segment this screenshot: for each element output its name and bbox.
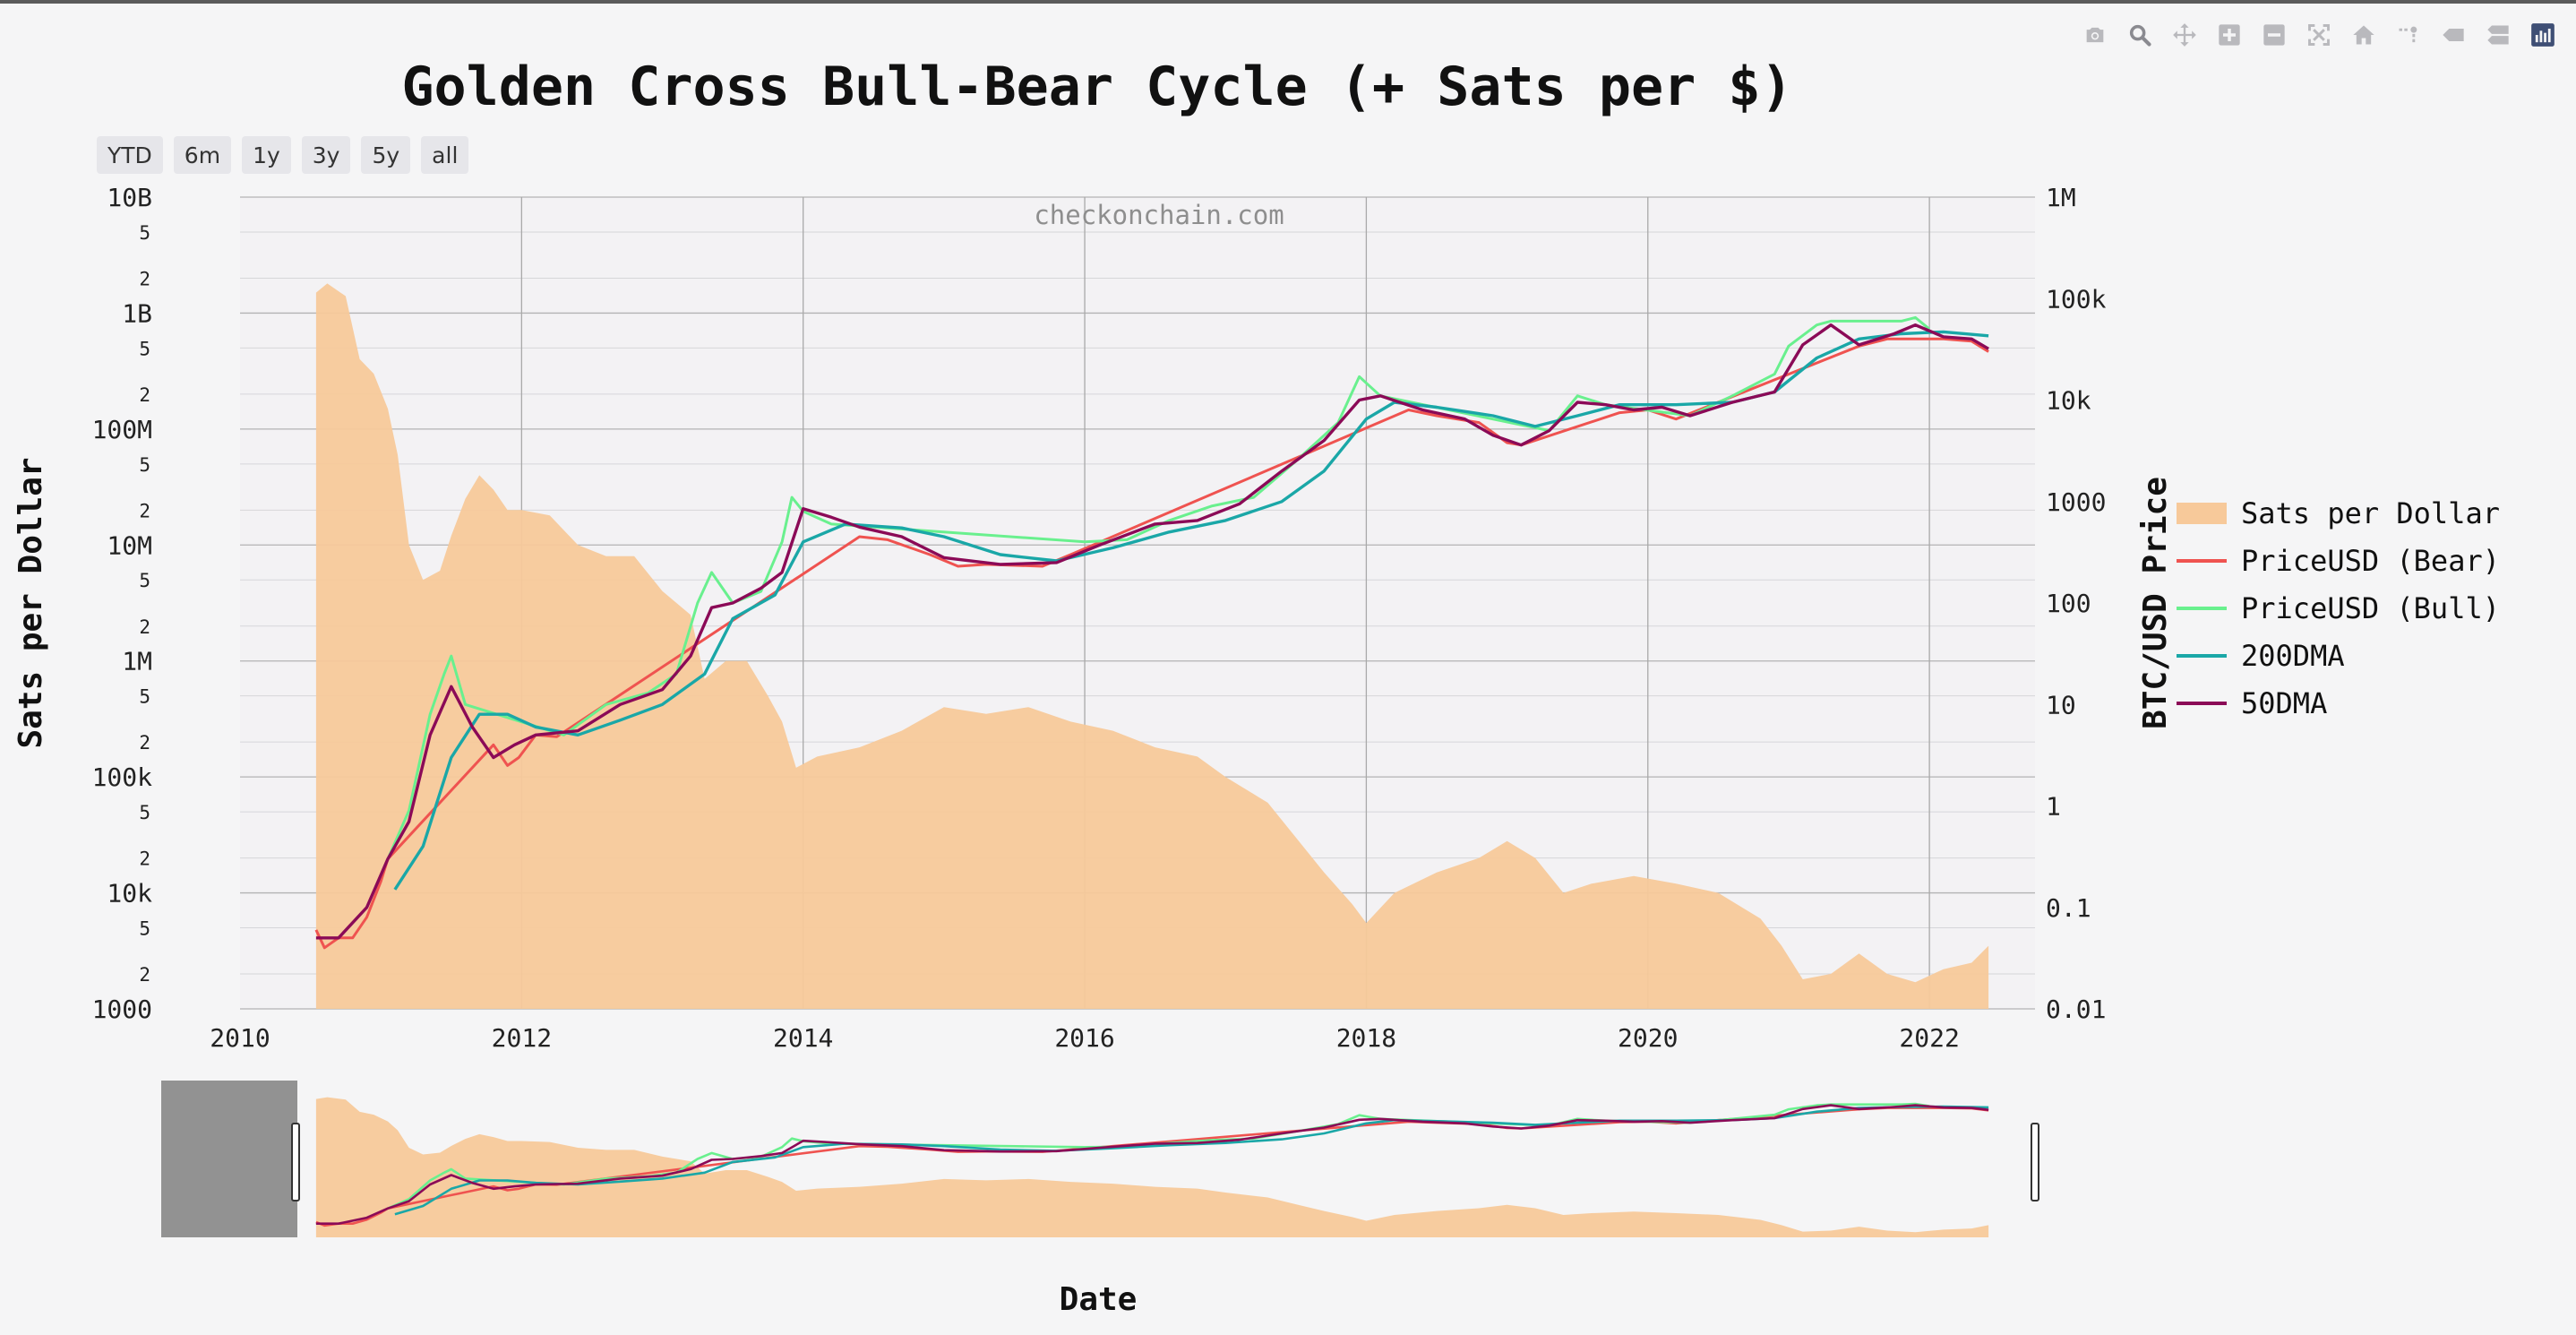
hover-closest-icon[interactable] (2440, 22, 2467, 48)
x-tick-label: 2012 (492, 1023, 552, 1053)
x-tick-label: 2010 (210, 1023, 270, 1053)
legend-swatch-50dma (2177, 701, 2227, 705)
y-left-minor-tick-label: 2 (139, 384, 150, 406)
legend-label-bull: PriceUSD (Bull) (2241, 590, 2500, 625)
y-left-tick-label: 100M (92, 415, 152, 444)
y-left-minor-tick-label: 5 (139, 338, 150, 359)
y-left-tick-label: 10k (107, 879, 152, 909)
y-right-tick-label: 1M (2046, 183, 2076, 212)
series-50dma-line (315, 323, 1989, 940)
y-right-tick-label: 10 (2046, 690, 2076, 719)
legend-item-50dma[interactable]: 50DMA (2177, 679, 2500, 727)
series-200dma-line (393, 330, 1989, 891)
rangeslider-series (315, 1097, 1989, 1237)
range-slider[interactable] (161, 1081, 2039, 1237)
main-series (314, 283, 1989, 1009)
x-axis-title: Date (1060, 1281, 1138, 1318)
range-button-ytd[interactable]: YTD (97, 136, 163, 174)
slider-series-50dma-line (315, 1104, 1989, 1225)
series-bear-line (314, 337, 1989, 950)
legend-item-bear[interactable]: PriceUSD (Bear) (2177, 537, 2500, 584)
y-right-tick-labels: 0.01 0.1 1 10 100 1000 10k 100k 1M (2046, 183, 2107, 1024)
zoom-out-icon[interactable] (2261, 22, 2288, 48)
window-top-border (0, 0, 2576, 4)
legend-swatch-bull (2177, 606, 2227, 610)
pan-icon[interactable] (2171, 22, 2198, 48)
y-left-minor-tick-label: 5 (139, 802, 150, 823)
y-right-tick-label: 0.1 (2046, 893, 2091, 923)
x-tick-label: 2016 (1054, 1023, 1114, 1053)
y-left-minor-tick-label: 5 (139, 222, 150, 244)
zoom-icon[interactable] (2126, 22, 2153, 48)
legend-item-sats[interactable]: Sats per Dollar (2177, 489, 2500, 537)
y-left-tick-label: 100k (92, 762, 153, 792)
y-right-tick-label: 1 (2046, 792, 2061, 822)
legend-label-bear: PriceUSD (Bear) (2241, 543, 2500, 578)
x-tick-label: 2018 (1336, 1023, 1396, 1053)
rangeslider-mask (161, 1081, 297, 1237)
zoom-in-icon[interactable] (2216, 22, 2243, 48)
legend-swatch-sats (2177, 502, 2227, 524)
range-button-1y[interactable]: 1y (242, 136, 291, 174)
series-bull-line (386, 315, 1931, 860)
y-right-tick-label: 10k (2046, 386, 2091, 416)
legend-swatch-200dma (2177, 653, 2227, 658)
hover-compare-icon[interactable] (2485, 22, 2512, 48)
legend-item-bull[interactable]: PriceUSD (Bull) (2177, 584, 2500, 632)
range-button-3y[interactable]: 3y (301, 136, 351, 174)
x-tick-label: 2014 (773, 1023, 833, 1053)
autoscale-icon[interactable] (2306, 22, 2332, 48)
y-left-minor-tick-label: 2 (139, 732, 150, 754)
x-tick-labels: 2010 2012 2014 2016 2018 2020 2022 (210, 1023, 1960, 1053)
y-left-tick-label: 10B (107, 183, 152, 212)
y-left-minor-tick-label: 2 (139, 268, 150, 289)
legend-label-200dma: 200DMA (2241, 638, 2345, 673)
y-left-tick-labels: 1000 2 5 10k 2 5 100k 2 5 1M 2 5 10M 2 5 100M 2 5 1B 2 5 10B (92, 183, 153, 1024)
y-right-tick-label: 100k (2046, 284, 2107, 314)
y-left-minor-tick-label: 2 (139, 848, 150, 870)
y-left-tick-label: 1000 (92, 995, 152, 1024)
watermark: checkonchain.com (1034, 200, 1284, 230)
series-sats-area (315, 283, 1989, 1009)
camera-icon[interactable] (2082, 22, 2108, 48)
modebar (2082, 22, 2556, 48)
y-left-axis-title: Sats per Dollar (13, 457, 49, 748)
plotly-logo-icon[interactable] (2529, 22, 2556, 48)
y-left-minor-tick-label: 5 (139, 570, 150, 591)
y-left-minor-tick-label: 2 (139, 964, 150, 986)
y-right-tick-label: 100 (2046, 589, 2091, 618)
x-tick-label: 2022 (1899, 1023, 1959, 1053)
range-button-all[interactable]: all (421, 136, 469, 174)
legend-label-50dma: 50DMA (2241, 685, 2328, 720)
range-button-6m[interactable]: 6m (173, 136, 232, 174)
reset-axes-icon[interactable] (2350, 22, 2377, 48)
range-selector: YTD 6m 1y 3y 5y all (97, 136, 469, 174)
y-right-axis-title: BTC/USD Price (2137, 477, 2174, 729)
y-right-tick-label: 0.01 (2046, 995, 2106, 1024)
y-right-tick-label: 1000 (2046, 487, 2106, 517)
legend-label-sats: Sats per Dollar (2241, 495, 2500, 530)
legend-item-200dma[interactable]: 200DMA (2177, 632, 2500, 679)
y-left-tick-label: 10M (107, 530, 152, 560)
y-left-minor-tick-label: 2 (139, 616, 150, 638)
spike-lines-icon[interactable] (2395, 22, 2422, 48)
rangeslider-handle-right[interactable] (2031, 1123, 2039, 1202)
y-left-minor-tick-label: 2 (139, 500, 150, 521)
y-left-minor-tick-label: 5 (139, 454, 150, 476)
slider-series-sats-area (315, 1097, 1989, 1237)
y-left-minor-tick-label: 5 (139, 686, 150, 708)
legend-swatch-bear (2177, 558, 2227, 563)
y-left-tick-label: 1M (122, 647, 152, 676)
y-left-tick-label: 1B (122, 298, 152, 328)
chart-title: Golden Cross Bull-Bear Cycle (+ Sats per… (401, 56, 1793, 118)
range-button-5y[interactable]: 5y (361, 136, 411, 174)
legend: Sats per Dollar PriceUSD (Bear) PriceUSD… (2177, 489, 2500, 727)
rangeslider-handle-left[interactable] (291, 1123, 300, 1202)
y-left-minor-tick-label: 5 (139, 918, 150, 940)
x-tick-label: 2020 (1618, 1023, 1678, 1053)
